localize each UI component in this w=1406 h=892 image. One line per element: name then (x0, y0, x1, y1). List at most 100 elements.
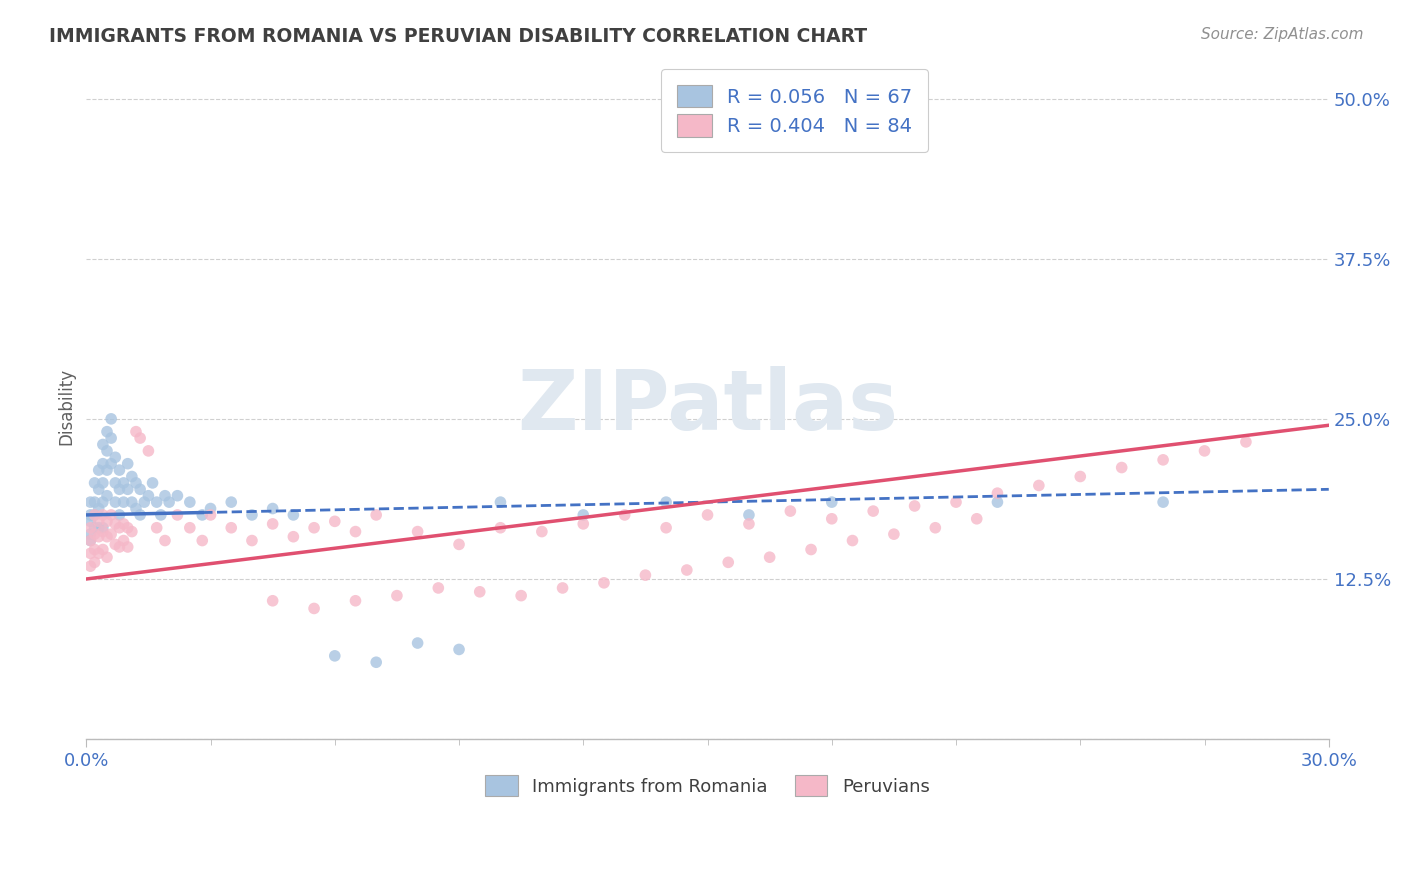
Point (262, 594, 284, 608)
Point (79, 533, 101, 548)
Point (108, 483, 131, 497)
Point (100, 457, 122, 471)
Point (91, 437, 114, 451)
Point (108, 463, 131, 477)
Point (1152, 453, 1174, 467)
Point (79, 508, 101, 522)
Point (87, 546, 110, 560)
Point (96, 463, 118, 477)
Point (125, 425, 148, 439)
Point (166, 489, 188, 503)
Point (83, 475, 105, 490)
Point (79, 546, 101, 560)
Point (83, 542, 105, 557)
Point (862, 504, 884, 518)
Point (344, 524, 367, 539)
Point (117, 540, 139, 554)
Point (145, 521, 167, 535)
Point (96, 489, 118, 503)
Point (1111, 460, 1133, 475)
Point (717, 555, 740, 569)
Point (96, 443, 118, 458)
Point (91, 521, 114, 535)
Point (129, 508, 152, 522)
Point (800, 542, 823, 557)
Point (108, 508, 131, 522)
Point (91, 457, 114, 471)
Point (655, 495, 678, 509)
Point (104, 475, 127, 490)
Point (262, 501, 284, 516)
Point (138, 489, 160, 503)
Point (83, 555, 105, 569)
Point (1069, 469, 1091, 483)
Point (219, 521, 242, 535)
Point (83, 521, 105, 535)
Point (91, 542, 114, 557)
Point (758, 550, 780, 565)
Point (489, 495, 512, 509)
Point (510, 589, 533, 603)
Point (117, 521, 139, 535)
Point (696, 508, 718, 522)
Point (738, 516, 761, 531)
Point (100, 412, 122, 426)
Point (129, 431, 152, 445)
Point (447, 642, 470, 657)
Point (134, 495, 156, 509)
Point (87, 521, 110, 535)
Point (79, 521, 101, 535)
Point (468, 584, 491, 599)
Point (262, 516, 284, 531)
Point (489, 521, 512, 535)
Point (149, 508, 172, 522)
Text: IMMIGRANTS FROM ROMANIA VS PERUVIAN DISABILITY CORRELATION CHART: IMMIGRANTS FROM ROMANIA VS PERUVIAN DISA… (49, 27, 868, 45)
Point (138, 443, 160, 458)
Point (79, 533, 101, 548)
Point (79, 527, 101, 541)
Point (79, 559, 101, 574)
Point (841, 533, 863, 548)
Point (87, 530, 110, 544)
Point (427, 581, 450, 595)
Y-axis label: Disability: Disability (58, 368, 75, 444)
Point (219, 495, 242, 509)
Point (87, 463, 110, 477)
Point (966, 512, 988, 526)
Point (200, 501, 222, 516)
Point (986, 495, 1008, 509)
Point (1194, 443, 1216, 458)
Point (385, 589, 408, 603)
Point (344, 594, 367, 608)
Legend: Immigrants from Romania, Peruvians: Immigrants from Romania, Peruvians (478, 768, 936, 804)
Point (117, 457, 139, 471)
Point (112, 516, 135, 531)
Point (738, 508, 761, 522)
Point (655, 521, 678, 535)
Point (779, 504, 801, 518)
Point (191, 533, 214, 548)
Point (283, 530, 305, 544)
Point (406, 524, 429, 539)
Point (142, 475, 165, 490)
Point (157, 495, 180, 509)
Point (104, 495, 127, 509)
Point (1152, 495, 1174, 509)
Point (634, 568, 657, 582)
Point (240, 533, 263, 548)
Point (96, 550, 118, 565)
Point (104, 537, 127, 551)
Point (96, 530, 118, 544)
Point (530, 524, 553, 539)
Point (96, 425, 118, 439)
Point (166, 508, 188, 522)
Point (1028, 478, 1050, 492)
Point (200, 508, 222, 522)
Point (91, 495, 114, 509)
Point (125, 501, 148, 516)
Point (945, 495, 967, 509)
Point (821, 495, 844, 509)
Point (179, 495, 201, 509)
Point (283, 508, 305, 522)
Point (302, 601, 325, 615)
